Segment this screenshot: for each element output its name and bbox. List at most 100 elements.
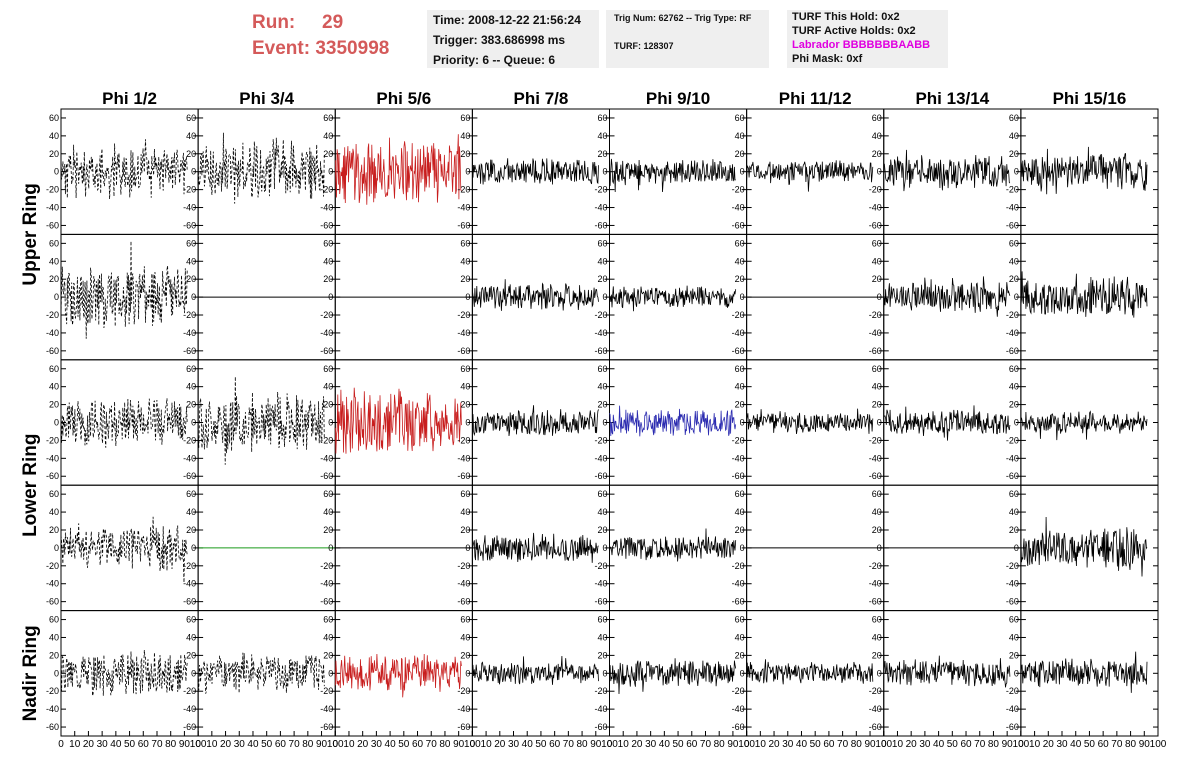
y-tick-label: 20 (735, 525, 745, 535)
x-tick-label: 30 (508, 739, 520, 750)
y-tick-label: 60 (186, 113, 196, 123)
row-label: Upper Ring (20, 183, 41, 285)
x-tick-label: 80 (988, 739, 1000, 750)
y-tick-label: 60 (735, 238, 745, 248)
x-tick-label: 10 (481, 739, 493, 750)
y-tick-label: 20 (1009, 149, 1019, 159)
column-title: Phi 11/12 (779, 89, 852, 108)
x-tick-label: 100 (464, 739, 481, 750)
y-tick-label: 60 (186, 489, 196, 499)
y-tick-label: -20 (869, 310, 882, 320)
y-tick-label: 60 (323, 113, 333, 123)
y-tick-label: 40 (735, 507, 745, 517)
y-tick-label: 40 (323, 507, 333, 517)
y-tick-label: -60 (320, 346, 333, 356)
x-tick-label: 70 (974, 739, 986, 750)
x-tick-label: 70 (151, 739, 163, 750)
y-tick-label: -20 (594, 310, 607, 320)
x-tick-label: 50 (535, 739, 547, 750)
x-tick-label: 100 (1013, 739, 1030, 750)
y-tick-label: -20 (869, 561, 882, 571)
y-tick-label: 20 (186, 650, 196, 660)
y-tick-label: 0 (602, 292, 607, 302)
x-tick-label: 50 (1084, 739, 1096, 750)
y-tick-label: -40 (594, 579, 607, 589)
y-tick-label: 20 (1009, 525, 1019, 535)
y-tick-label: 0 (191, 543, 196, 553)
y-tick-label: -40 (46, 453, 59, 463)
y-tick-label: 0 (328, 668, 333, 678)
y-tick-label: 60 (735, 615, 745, 625)
y-tick-label: 40 (872, 507, 882, 517)
x-tick-label: 80 (302, 739, 314, 750)
y-tick-label: -40 (594, 328, 607, 338)
column-title: Phi 9/10 (646, 89, 710, 108)
y-tick-label: 40 (597, 382, 607, 392)
y-tick-label: 60 (1009, 489, 1019, 499)
y-tick-label: 20 (1009, 274, 1019, 284)
priority-text: Priority: 6 -- Queue: 6 (433, 53, 556, 67)
y-tick-label: 40 (323, 632, 333, 642)
column-title: Phi 3/4 (239, 89, 294, 108)
y-tick-label: -40 (183, 579, 196, 589)
y-tick-label: 60 (323, 615, 333, 625)
x-tick-label: 100 (601, 739, 618, 750)
turf-hold-text: TURF This Hold: 0x2 (792, 11, 900, 23)
y-tick-label: -20 (869, 435, 882, 445)
x-tick-label: 40 (659, 739, 671, 750)
y-tick-label: -40 (732, 704, 745, 714)
y-tick-label: -60 (46, 722, 59, 732)
y-tick-label: 0 (1014, 167, 1019, 177)
y-tick-label: -40 (320, 203, 333, 213)
x-tick-label: 90 (590, 739, 602, 750)
waveform-trace (472, 405, 599, 437)
y-tick-label: 20 (186, 149, 196, 159)
y-tick-label: 0 (877, 167, 882, 177)
y-tick-label: 60 (323, 364, 333, 374)
y-tick-label: 0 (1014, 668, 1019, 678)
y-tick-label: -40 (457, 579, 470, 589)
y-tick-label: -60 (457, 346, 470, 356)
y-tick-label: 20 (460, 400, 470, 410)
y-tick-label: -60 (183, 220, 196, 230)
y-tick-label: 60 (735, 364, 745, 374)
y-tick-label: 20 (49, 525, 59, 535)
y-tick-label: -60 (869, 597, 882, 607)
y-tick-label: -60 (732, 597, 745, 607)
y-tick-label: 0 (54, 292, 59, 302)
y-tick-label: 0 (465, 167, 470, 177)
y-tick-label: 20 (597, 525, 607, 535)
x-tick-label: 20 (768, 739, 780, 750)
y-tick-label: 40 (872, 632, 882, 642)
y-tick-label: 0 (328, 543, 333, 553)
y-tick-label: 40 (735, 256, 745, 266)
y-tick-label: 60 (1009, 113, 1019, 123)
turf-info-box: TURF This Hold: 0x2 TURF Active Holds: 0… (787, 10, 948, 68)
y-tick-label: 0 (328, 167, 333, 177)
y-tick-label: 0 (740, 668, 745, 678)
column-title: Phi 5/6 (376, 89, 431, 108)
x-tick-label: 60 (960, 739, 972, 750)
y-tick-label: 60 (460, 238, 470, 248)
y-tick-label: -60 (732, 346, 745, 356)
x-tick-label: 30 (234, 739, 246, 750)
y-tick-label: 20 (323, 525, 333, 535)
waveform-trace (609, 528, 737, 562)
y-tick-label: 60 (49, 238, 59, 248)
trig-num-text: Trig Num: 62762 -- Trig Type: RF (614, 13, 752, 23)
x-tick-label: 100 (738, 739, 755, 750)
y-tick-label: 0 (877, 543, 882, 553)
waveform-trace (334, 653, 462, 698)
event-label: Event: (252, 38, 311, 59)
waveform-trace (1020, 271, 1148, 318)
y-tick-label: -20 (1006, 185, 1019, 195)
y-tick-label: -40 (457, 704, 470, 714)
y-tick-label: 0 (877, 292, 882, 302)
y-tick-label: 20 (735, 650, 745, 660)
y-tick-label: -20 (46, 561, 59, 571)
y-tick-label: -40 (457, 453, 470, 463)
waveform-trace (746, 160, 874, 192)
y-tick-label: 40 (460, 382, 470, 392)
y-tick-label: -20 (183, 561, 196, 571)
y-tick-label: 60 (186, 238, 196, 248)
